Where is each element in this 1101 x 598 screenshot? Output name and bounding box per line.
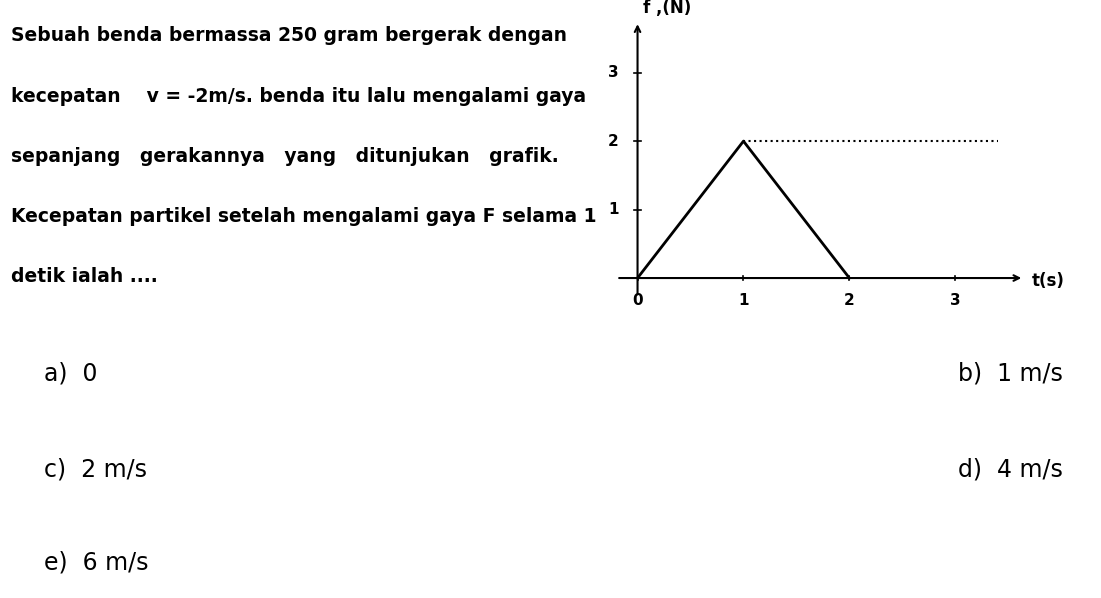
Text: d)  4 m/s: d) 4 m/s (958, 457, 1062, 481)
Text: a)  0: a) 0 (44, 362, 98, 386)
Text: 1: 1 (608, 202, 619, 217)
Text: f ,(N): f ,(N) (643, 0, 691, 17)
Text: Kecepatan partikel setelah mengalami gaya F selama 1: Kecepatan partikel setelah mengalami gay… (11, 207, 597, 226)
Text: Sebuah benda bermassa 250 gram bergerak dengan: Sebuah benda bermassa 250 gram bergerak … (11, 26, 567, 45)
Text: 1: 1 (738, 293, 749, 308)
Text: c)  2 m/s: c) 2 m/s (44, 457, 148, 481)
Text: b)  1 m/s: b) 1 m/s (958, 362, 1062, 386)
Text: 2: 2 (608, 133, 619, 149)
Text: 0: 0 (632, 293, 643, 308)
Text: 3: 3 (950, 293, 960, 308)
Text: e)  6 m/s: e) 6 m/s (44, 550, 149, 574)
Text: detik ialah ....: detik ialah .... (11, 267, 157, 286)
Text: kecepatan    v = -2m/s. benda itu lalu mengalami gaya: kecepatan v = -2m/s. benda itu lalu meng… (11, 87, 586, 106)
Text: t(s): t(s) (1032, 273, 1065, 291)
Text: 3: 3 (608, 65, 619, 80)
Text: 2: 2 (844, 293, 854, 308)
Text: sepanjang   gerakannya   yang   ditunjukan   grafik.: sepanjang gerakannya yang ditunjukan gra… (11, 147, 559, 166)
